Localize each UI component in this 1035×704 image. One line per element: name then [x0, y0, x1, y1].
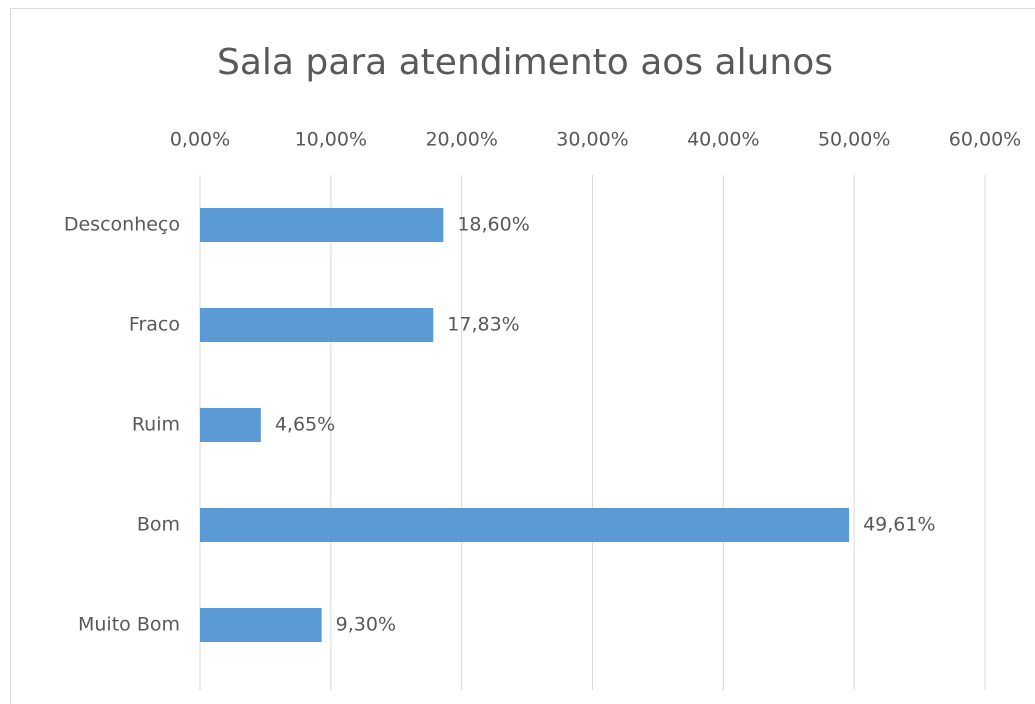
x-tick-label: 30,00%	[556, 129, 628, 151]
x-tick-label: 50,00%	[818, 129, 890, 151]
bar	[200, 408, 261, 442]
data-label: 9,30%	[336, 614, 396, 636]
bar	[200, 208, 444, 242]
y-tick-label: Fraco	[129, 314, 180, 336]
data-label: 4,65%	[275, 414, 335, 436]
chart-title: Sala para atendimento aos alunos	[217, 42, 833, 83]
x-tick-label: 60,00%	[949, 129, 1021, 151]
x-tick-label: 10,00%	[295, 129, 367, 151]
data-label: 18,60%	[457, 214, 529, 236]
data-label: 49,61%	[863, 514, 935, 536]
y-tick-label: Muito Bom	[78, 614, 180, 636]
chart-frame	[10, 8, 1035, 704]
bar	[200, 608, 322, 642]
x-tick-label: 0,00%	[170, 129, 230, 151]
y-tick-label: Bom	[137, 514, 180, 536]
bar	[200, 508, 850, 542]
bar	[200, 308, 434, 342]
y-tick-label: Desconheço	[64, 214, 180, 236]
x-tick-label: 20,00%	[425, 129, 497, 151]
y-tick-label: Ruim	[132, 414, 180, 436]
x-tick-label: 40,00%	[687, 129, 759, 151]
data-label: 17,83%	[447, 314, 519, 336]
